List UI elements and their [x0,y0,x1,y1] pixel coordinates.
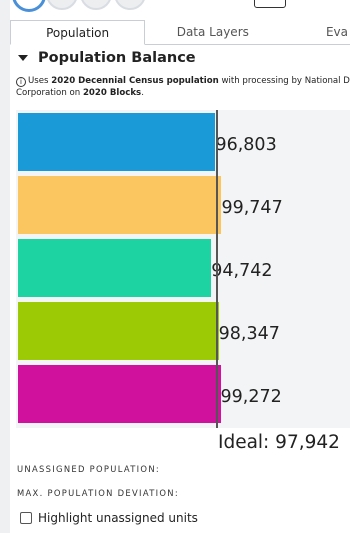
info-icon: i [16,77,26,87]
bar-value-label: 94,742 [211,261,273,281]
population-bar[interactable] [18,239,212,297]
population-bar[interactable] [18,365,221,423]
highlight-unassigned-row[interactable]: Highlight unassigned units [20,511,198,525]
info-blocks: 2020 Blocks [82,88,142,98]
info-prefix: Uses [28,76,52,86]
highlight-unassigned-label: Highlight unassigned units [38,511,198,525]
step-circle[interactable] [114,0,146,10]
tab-evaluation[interactable]: Eva [325,25,348,39]
bar-value-label: 96,803 [215,135,277,155]
ideal-label: Ideal: 97,942 [218,432,340,453]
bar-value-label: 98,347 [218,324,280,344]
tab-bar: Population Data Layers Eva [10,20,350,45]
tab-population[interactable]: Population [10,20,146,45]
max-deviation-label: MAX. POPULATION DEVIATION: [17,488,179,498]
population-bar[interactable] [18,113,216,171]
step-circle[interactable] [80,0,112,10]
bar-value-label: 99,272 [220,387,282,407]
population-balance-chart: 96,803 99,747 94,742 98,347 99,272 [16,110,350,428]
info-population-word: population [163,76,219,86]
census-info: i Uses 2020 Decennial Census population w… [16,75,350,99]
population-bar[interactable] [18,176,222,234]
info-line2-suffix: . [141,88,144,98]
info-mid: with processing by National Dem [218,76,350,86]
info-census: 2020 Decennial Census [51,76,164,86]
population-bar[interactable] [18,302,219,360]
side-strip [0,0,10,533]
toolbar-control[interactable] [254,0,286,8]
unassigned-population-label: UNASSIGNED POPULATION: [17,464,161,474]
step-circle[interactable] [46,0,78,10]
tab-data-layers[interactable]: Data Layers [176,25,249,39]
caret-down-icon [18,55,28,61]
info-line2-prefix: Corporation on [16,88,83,98]
section-title: Population Balance [38,50,196,66]
population-balance-header[interactable]: Population Balance [16,50,196,66]
bar-value-label: 99,747 [221,198,283,218]
step-circle[interactable] [12,0,46,12]
highlight-unassigned-checkbox[interactable] [20,512,32,524]
ideal-line [215,110,218,428]
